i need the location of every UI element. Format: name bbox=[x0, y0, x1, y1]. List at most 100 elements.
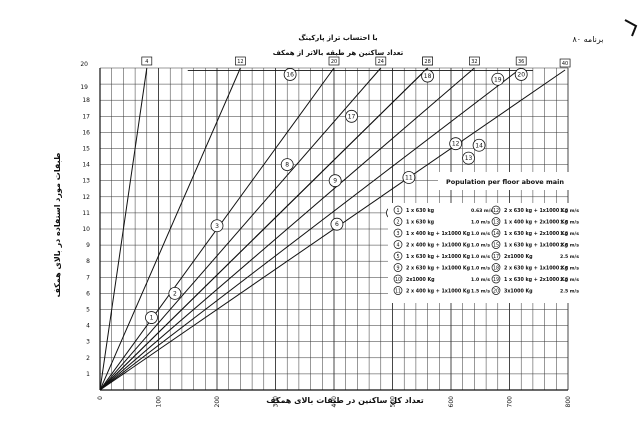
legend-number: 14 bbox=[493, 231, 499, 237]
region-marker-circle bbox=[328, 174, 342, 188]
legend-speed: 2.5 m/s bbox=[560, 266, 579, 272]
region-marker-label: 13 bbox=[465, 155, 473, 162]
y-tick-label: 4 bbox=[86, 323, 90, 330]
legend-speed: 1.0 m/s bbox=[471, 231, 490, 237]
region-marker-circle bbox=[168, 286, 182, 300]
legend-number: 5 bbox=[396, 254, 399, 260]
legend-number: 18 bbox=[493, 266, 499, 272]
x-tick-label: 0 bbox=[97, 396, 104, 400]
ray-label-box bbox=[375, 56, 387, 66]
legend-number: 12 bbox=[493, 208, 499, 214]
y-axis-label: طبقات مورد استفاده در بالای همکف bbox=[53, 153, 62, 298]
region-marker-label: 11 bbox=[405, 174, 413, 181]
annotation-box bbox=[438, 172, 573, 190]
y-tick-label: 18 bbox=[82, 97, 90, 104]
region-marker-label: 9 bbox=[333, 178, 337, 185]
ray-line bbox=[99, 67, 522, 391]
legend-number: 4 bbox=[396, 243, 399, 249]
x-tick-label: 500 bbox=[390, 396, 397, 408]
legend-number: 2 bbox=[396, 220, 399, 226]
region-marker-label: 20 bbox=[517, 71, 525, 78]
y-tick-label: 8 bbox=[86, 258, 90, 265]
legend-text: 1 x 630 kg + 2x1000 Kg bbox=[504, 277, 569, 283]
region-marker-circle bbox=[210, 219, 224, 233]
region-marker-label: 14 bbox=[475, 142, 483, 149]
region-marker-label: 18 bbox=[424, 73, 432, 80]
ray-label: 32 bbox=[471, 59, 477, 65]
ray-label: 24 bbox=[378, 59, 384, 65]
legend-number-circle bbox=[491, 205, 501, 215]
y-tick-label: 7 bbox=[86, 274, 90, 281]
legend-number-circle bbox=[393, 228, 403, 238]
ray-label-box bbox=[469, 56, 480, 66]
ray-label: 4 bbox=[145, 59, 148, 65]
legend-speed: 2.5 m/s bbox=[560, 254, 579, 260]
legend-speed: 2.5 m/s bbox=[560, 277, 579, 283]
y-tick-label: 3 bbox=[86, 339, 90, 346]
y-tick-label: 11 bbox=[82, 210, 90, 217]
legend-number-circle bbox=[491, 217, 501, 226]
legend-speed: 1.5 m/s bbox=[560, 208, 579, 214]
region-marker-circle bbox=[472, 138, 486, 152]
legend-text: 2 x 400 kg + 1x1000 Kg bbox=[406, 289, 471, 295]
y-tick-label: 16 bbox=[82, 129, 90, 136]
ray-label-box bbox=[515, 56, 527, 66]
ray-label-box bbox=[328, 56, 340, 66]
legend-text: 1 x 630 kg bbox=[406, 208, 435, 214]
region-marker-label: 6 bbox=[335, 221, 339, 228]
ray-label: 36 bbox=[518, 59, 524, 65]
region-marker-circle bbox=[491, 72, 505, 86]
legend-number-circle bbox=[491, 240, 501, 249]
legend-number: 17 bbox=[493, 254, 499, 260]
region-marker-label: 17 bbox=[348, 113, 356, 120]
corner-mark bbox=[624, 19, 638, 37]
legend-speed: 1.5 m/s bbox=[560, 220, 579, 226]
region-marker-label: 2 bbox=[173, 290, 177, 297]
legend-speed: 1.5 m/s bbox=[560, 231, 579, 237]
legend-text: 2 x 630 kg + 1x1000 Kg bbox=[504, 208, 569, 214]
ray-label-box bbox=[235, 56, 246, 66]
ray-label: 20 bbox=[331, 59, 337, 65]
region-marker-label: 1 bbox=[150, 315, 154, 322]
ray-line bbox=[99, 67, 428, 391]
y-tick-label: 1 bbox=[86, 371, 90, 378]
y-tick-label-top: 20 bbox=[80, 61, 88, 68]
legend-number: 20 bbox=[493, 289, 499, 295]
legend-text: 1 x 400 kg + 2x1000 Kg bbox=[504, 220, 569, 226]
y-tick-label: 6 bbox=[86, 290, 90, 297]
ray-label-box bbox=[422, 56, 433, 66]
legend-text: 2 x 630 kg + 1x1000 Kg bbox=[504, 266, 569, 272]
ray-line bbox=[99, 69, 566, 391]
region-marker-circle bbox=[145, 311, 158, 324]
legend-number: 1 bbox=[396, 208, 399, 214]
x-tick-label: 600 bbox=[448, 396, 455, 408]
ray-line bbox=[99, 67, 475, 391]
legend-number: 19 bbox=[493, 277, 499, 283]
ray-line bbox=[99, 67, 148, 391]
y-tick-label: 14 bbox=[82, 162, 90, 169]
legend-speed: 1.0 m/s bbox=[471, 254, 490, 260]
region-marker-label: 19 bbox=[494, 76, 502, 83]
x-axis-label: تعداد کل ساکنین در طبقات بالای همکف bbox=[266, 396, 423, 405]
legend-number-circle bbox=[491, 263, 501, 272]
legend-number-circle bbox=[491, 286, 501, 295]
legend-text: 1 x 630 kg + 2x1000 Kg bbox=[504, 231, 569, 237]
legend-number-circle bbox=[393, 274, 403, 284]
legend-text: 1 x 630 kg + 1x1000 Kg bbox=[504, 243, 569, 249]
legend-speed: 0.63 m/s bbox=[471, 208, 493, 214]
legend-box bbox=[388, 203, 576, 303]
legend-number: 9 bbox=[396, 266, 399, 272]
y-tick-label: 13 bbox=[82, 178, 90, 185]
ray-label: 40 bbox=[562, 61, 568, 67]
legend-text: 2x1000 Kg bbox=[406, 277, 435, 283]
legend-number-circle bbox=[393, 217, 403, 226]
legend-number-circle bbox=[393, 205, 403, 215]
legend-text: 1 x 630 kg bbox=[406, 220, 435, 226]
region-marker-circle bbox=[462, 151, 475, 165]
header-note: با احتساب تراز پارکینگ bbox=[298, 33, 378, 42]
legend-number: 13 bbox=[493, 220, 499, 226]
ray-line bbox=[99, 67, 382, 391]
axes: 0 100 200 300 400 500 600 700 800123456789101112… bbox=[80, 61, 572, 407]
ray-label: 28 bbox=[424, 59, 430, 65]
legend-speed: 2.5 m/s bbox=[560, 289, 579, 295]
